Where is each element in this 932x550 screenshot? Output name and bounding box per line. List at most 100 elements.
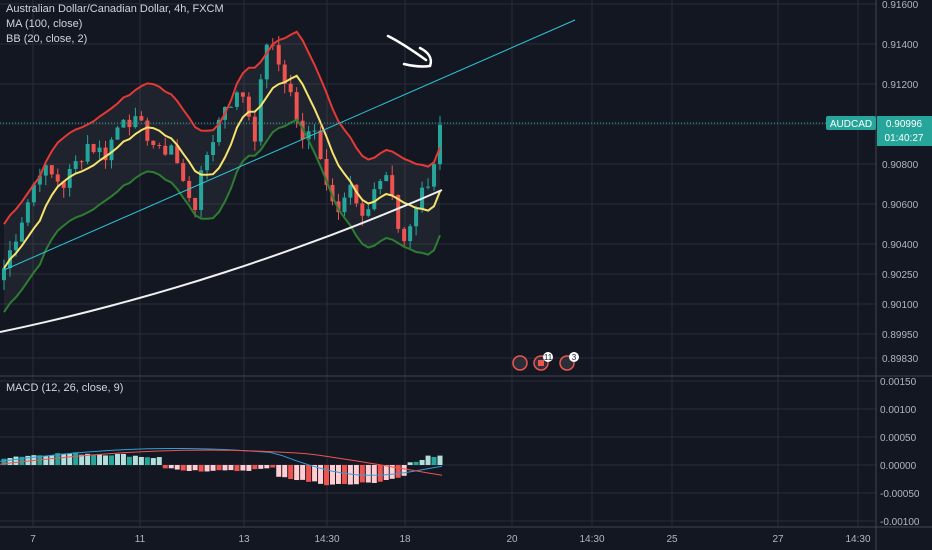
- drawing-annotations[interactable]: 11 3: [0, 19, 876, 371]
- macd-histogram-bar: [335, 465, 341, 484]
- candle-body: [79, 161, 84, 163]
- candle-body: [336, 201, 341, 213]
- time-tick-label: 20: [506, 534, 518, 545]
- time-tick-label: 14:30: [845, 534, 870, 545]
- candle-body: [19, 222, 24, 242]
- trendline: [3, 19, 576, 271]
- price-tick-label: 0.90400: [882, 240, 919, 251]
- macd-histogram-bar: [180, 465, 186, 471]
- macd-histogram-bar: [264, 465, 270, 469]
- candle-body: [378, 181, 383, 190]
- bb-upper-line: [3, 30, 441, 225]
- ma100-line: [0, 189, 443, 333]
- candle-body: [252, 116, 257, 142]
- macd-histogram-bar: [138, 456, 144, 465]
- candle-body: [97, 147, 102, 153]
- macd-histogram-bar: [276, 465, 282, 477]
- macd-histogram-bar: [55, 453, 61, 465]
- candle-body: [306, 131, 311, 140]
- macd-histogram-bar: [329, 465, 335, 485]
- candle-body: [163, 145, 168, 155]
- macd-histogram-bar: [168, 465, 174, 469]
- macd-legend[interactable]: MACD (12, 26, close, 9): [6, 382, 124, 394]
- event-count-label: 11: [544, 353, 553, 362]
- macd-histogram-bar: [425, 455, 431, 465]
- candle-body: [228, 106, 233, 108]
- globe-event-icon[interactable]: [512, 355, 528, 371]
- macd-histogram-bar: [150, 458, 156, 465]
- candle-body: [43, 165, 48, 176]
- candle-body: [205, 154, 210, 171]
- price-tick-label: 0.90800: [882, 160, 919, 171]
- macd-histogram-bar: [234, 465, 240, 472]
- candle-body: [294, 92, 299, 121]
- macd-histogram-bar: [365, 465, 371, 483]
- bb-lower-line: [3, 118, 441, 313]
- macd-histogram-bar: [25, 455, 31, 465]
- macd-histogram-bar: [144, 457, 150, 465]
- macd-histogram-bar: [192, 465, 198, 471]
- candle-body: [133, 116, 138, 128]
- macd-tick-label: 0.00000: [880, 461, 917, 472]
- macd-histogram-bar: [413, 461, 419, 465]
- candle-body: [211, 142, 216, 155]
- macd-histogram-bar: [1, 458, 7, 465]
- candle-body: [103, 147, 108, 161]
- macd-histogram-bar: [73, 452, 79, 465]
- price-tick-label: 0.91200: [882, 80, 919, 91]
- time-tick-label: 14:30: [314, 534, 339, 545]
- macd-histogram-bar: [246, 465, 252, 471]
- candle-body: [372, 189, 377, 210]
- macd-histogram-bar: [186, 465, 192, 471]
- candle-body: [37, 175, 42, 185]
- macd-histogram-bar: [216, 465, 222, 471]
- candle-body: [240, 92, 245, 97]
- macd-histogram-bar: [13, 456, 19, 465]
- bb-legend[interactable]: BB (20, close, 2): [6, 33, 88, 45]
- candle-body: [438, 124, 442, 165]
- candle-body: [181, 163, 186, 181]
- macd-histogram-bar: [401, 465, 407, 476]
- event-count-label: 3: [572, 353, 577, 362]
- macd-histogram-bar: [109, 455, 115, 465]
- candle-body: [109, 139, 114, 161]
- candle-body: [276, 45, 281, 65]
- candle-body: [318, 130, 323, 159]
- time-tick-label: 7: [30, 534, 36, 545]
- macd-histogram-bar: [431, 456, 437, 465]
- candle-body: [234, 92, 239, 107]
- macd-histogram-bar: [383, 465, 389, 481]
- macd-histogram-bar: [198, 465, 204, 472]
- candle-body: [258, 79, 263, 142]
- event-count-badge: [543, 352, 553, 362]
- candle-body: [49, 165, 54, 175]
- macd-histogram-bar: [377, 465, 383, 482]
- candle-body: [348, 184, 353, 198]
- candle-body: [396, 194, 401, 229]
- macd-tick-label: -0.00100: [880, 517, 920, 528]
- candle-body: [312, 130, 317, 132]
- macd-histogram-bar: [341, 465, 347, 484]
- candle-body: [432, 164, 437, 187]
- time-tick-label: 18: [399, 534, 411, 545]
- macd-histogram-bar: [120, 453, 126, 465]
- macd-histogram-bar: [288, 465, 294, 480]
- candle-body: [91, 144, 96, 153]
- candle-body: [169, 145, 174, 155]
- candle-body: [193, 197, 198, 210]
- macd-histogram-bar: [126, 456, 132, 465]
- macd-histogram-bar: [162, 465, 168, 469]
- macd-histogram-bar: [79, 454, 85, 465]
- macd-histogram-bar: [210, 465, 216, 471]
- candle-body: [282, 64, 287, 84]
- ma-legend[interactable]: MA (100, close): [6, 18, 83, 30]
- candle-body: [324, 158, 329, 185]
- chart-title: Australian Dollar/Canadian Dollar, 4h, F…: [6, 3, 224, 15]
- symbol-tag-label: AUDCAD: [830, 119, 872, 130]
- price-tick-label: 0.91400: [882, 40, 919, 51]
- candle-body: [175, 145, 180, 164]
- candle-body: [402, 228, 407, 242]
- macd-histogram-bar: [43, 455, 49, 465]
- macd-histogram-bar: [282, 465, 288, 478]
